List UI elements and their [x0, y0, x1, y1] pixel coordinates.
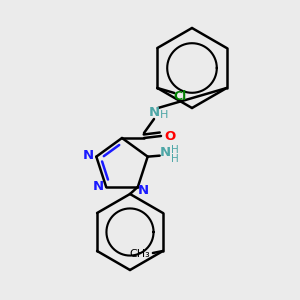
- Text: CH₃: CH₃: [130, 249, 150, 259]
- Text: N: N: [148, 106, 160, 119]
- Text: H: H: [171, 154, 178, 164]
- Text: H: H: [160, 110, 168, 120]
- Text: N: N: [93, 180, 104, 193]
- Text: O: O: [164, 130, 175, 142]
- Text: N: N: [83, 149, 94, 162]
- Text: N: N: [137, 184, 148, 197]
- Text: H: H: [171, 145, 178, 155]
- Text: N: N: [160, 146, 171, 159]
- Text: Cl: Cl: [174, 91, 187, 103]
